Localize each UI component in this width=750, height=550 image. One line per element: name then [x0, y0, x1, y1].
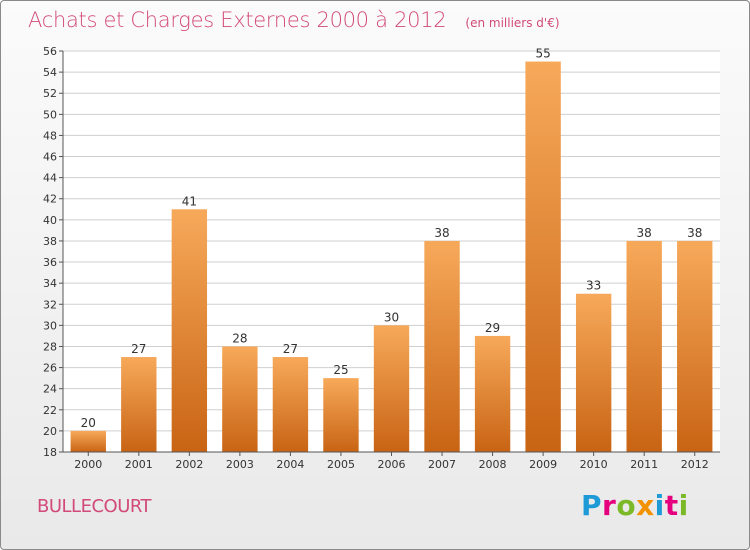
y-tick-label: 24 — [43, 383, 57, 396]
commune-name: BULLECOURT — [37, 496, 152, 517]
bar-value-label: 55 — [535, 47, 550, 61]
bar-value-label: 28 — [232, 331, 247, 345]
y-tick-label: 36 — [43, 256, 57, 269]
bar — [171, 209, 208, 452]
x-tick-label: 2000 — [74, 458, 102, 471]
bar — [575, 293, 612, 452]
y-tick-label: 46 — [43, 151, 57, 164]
bar-value-label: 38 — [687, 226, 702, 240]
y-tick-label: 56 — [43, 45, 57, 58]
y-tick-label: 42 — [43, 193, 57, 206]
bar-value-label: 20 — [81, 416, 96, 430]
logo-letter: i — [678, 489, 689, 522]
x-tick-label: 2008 — [479, 458, 507, 471]
x-tick-label: 2001 — [125, 458, 153, 471]
y-tick-label: 30 — [43, 319, 57, 332]
y-tick-label: 26 — [43, 362, 57, 375]
bar-value-label: 27 — [131, 342, 146, 356]
chart-title-block: Achats et Charges Externes 2000 à 2012 (… — [28, 8, 560, 32]
x-tick-label: 2005 — [327, 458, 355, 471]
bar-value-label: 33 — [586, 279, 601, 293]
bar — [373, 325, 410, 452]
x-tick-label: 2004 — [276, 458, 304, 471]
bar — [272, 357, 309, 452]
x-tick-label: 2007 — [428, 458, 456, 471]
logo-letter: t — [664, 489, 679, 522]
y-tick-label: 20 — [43, 425, 57, 438]
y-tick-label: 28 — [43, 340, 57, 353]
x-tick-label: 2012 — [681, 458, 709, 471]
bar — [424, 240, 460, 452]
x-tick-label: 2010 — [580, 458, 608, 471]
bar-value-label: 25 — [333, 363, 348, 377]
y-tick-label: 40 — [43, 214, 57, 227]
logo-letter: P — [581, 489, 603, 522]
logo-letter: r — [602, 489, 617, 522]
y-tick-label: 38 — [43, 235, 57, 248]
x-tick-label: 2009 — [529, 458, 557, 471]
y-tick-label: 32 — [43, 298, 57, 311]
x-tick-label: 2006 — [378, 458, 406, 471]
bar — [677, 240, 713, 452]
chart-subtitle: (en milliers d'€) — [465, 16, 560, 30]
bar-value-label: 27 — [283, 342, 298, 356]
bar-value-label: 30 — [384, 310, 399, 324]
bar — [121, 357, 157, 452]
bar — [222, 346, 258, 452]
logo-letter: i — [654, 489, 665, 522]
bar-value-label: 38 — [637, 226, 652, 240]
y-tick-label: 44 — [43, 172, 57, 185]
y-tick-label: 34 — [43, 277, 57, 290]
chart-title: Achats et Charges Externes 2000 à 2012 — [28, 8, 447, 32]
y-tick-label: 50 — [43, 108, 57, 121]
y-tick-label: 54 — [43, 66, 57, 79]
y-tick-label: 52 — [43, 87, 57, 100]
logo-letter: o — [616, 489, 637, 522]
proxiti-logo: Proxiti — [581, 489, 689, 522]
bar — [626, 240, 662, 452]
y-tick-label: 18 — [43, 446, 57, 459]
bar — [525, 61, 561, 452]
bar-value-label: 38 — [434, 226, 449, 240]
bar-value-label: 29 — [485, 321, 500, 335]
y-tick-label: 48 — [43, 129, 57, 142]
bar — [70, 430, 106, 452]
x-tick-label: 2011 — [630, 458, 658, 471]
x-tick-label: 2003 — [226, 458, 254, 471]
x-tick-label: 2002 — [175, 458, 203, 471]
bar — [323, 378, 359, 452]
logo-letter: x — [636, 489, 655, 522]
y-tick-label: 22 — [43, 404, 57, 417]
bar-value-label: 41 — [182, 194, 197, 208]
bar — [474, 335, 511, 452]
